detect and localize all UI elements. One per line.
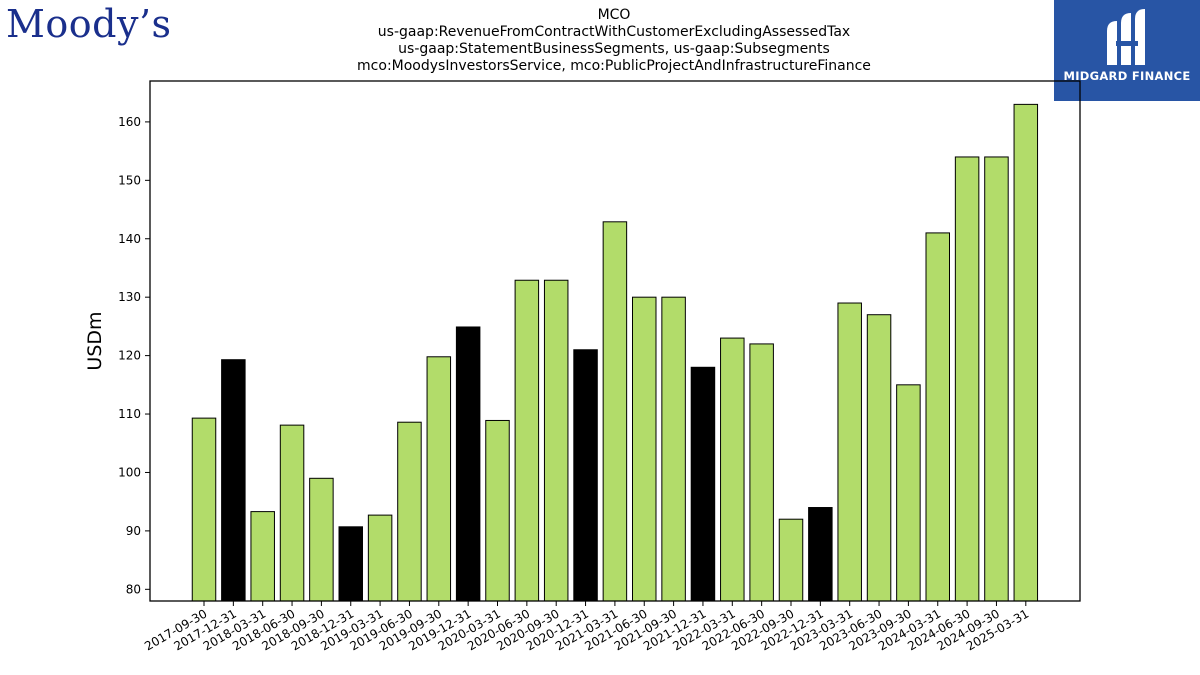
bar bbox=[984, 156, 1009, 602]
bar bbox=[543, 279, 569, 602]
chart-title: MCO bbox=[597, 7, 631, 23]
moodys-logo: Moody’s bbox=[6, 2, 172, 46]
bar bbox=[749, 343, 774, 602]
y-tick-label: 130 bbox=[118, 290, 141, 304]
bar bbox=[338, 526, 363, 602]
y-tick-label: 100 bbox=[118, 465, 141, 479]
y-tick-label: 80 bbox=[126, 582, 141, 596]
chart-subtitle-2: us-gaap:StatementBusinessSegments, us-ga… bbox=[398, 41, 830, 57]
bar bbox=[837, 302, 862, 602]
midgard-finance-logo: MIDGARD FINANCE bbox=[1054, 0, 1200, 101]
bar bbox=[925, 232, 950, 602]
bar bbox=[1013, 103, 1039, 602]
chart-title-block: MCO us-gaap:RevenueFromContractWithCusto… bbox=[314, 7, 914, 75]
bar bbox=[954, 156, 980, 602]
y-tick-label: 110 bbox=[118, 407, 141, 421]
y-tick-label: 160 bbox=[118, 115, 141, 129]
bar bbox=[661, 296, 686, 602]
bar bbox=[808, 507, 833, 602]
bar bbox=[397, 421, 422, 602]
bar bbox=[632, 296, 657, 602]
bar bbox=[455, 326, 481, 602]
bar bbox=[573, 349, 598, 602]
bar bbox=[690, 366, 716, 602]
bar bbox=[602, 221, 628, 602]
bar bbox=[309, 477, 334, 602]
chart-subtitle-3: mco:MoodysInvestorsService, mco:PublicPr… bbox=[357, 58, 871, 74]
y-tick-label: 140 bbox=[118, 232, 141, 246]
midgard-brand-text: MIDGARD FINANCE bbox=[1063, 69, 1191, 83]
midgard-mark-icon bbox=[1107, 9, 1145, 65]
bar bbox=[221, 359, 246, 602]
bar bbox=[279, 424, 305, 602]
bar bbox=[866, 314, 892, 602]
bar bbox=[485, 419, 510, 602]
bar bbox=[250, 511, 275, 602]
bar bbox=[426, 356, 452, 602]
y-tick-label: 90 bbox=[126, 524, 141, 538]
bar bbox=[514, 279, 540, 602]
bar bbox=[778, 518, 804, 602]
bar bbox=[720, 337, 745, 602]
y-tick-label: 150 bbox=[118, 173, 141, 187]
chart-subtitle-1: us-gaap:RevenueFromContractWithCustomerE… bbox=[377, 24, 851, 40]
bar bbox=[896, 384, 921, 602]
bar bbox=[191, 417, 217, 602]
y-axis-label: USDm bbox=[84, 311, 106, 370]
bar bbox=[367, 514, 393, 602]
y-tick-label: 120 bbox=[118, 349, 141, 363]
